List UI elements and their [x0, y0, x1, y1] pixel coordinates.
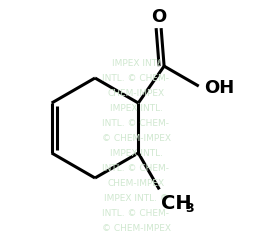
Text: IMPEX INTL.: IMPEX INTL. — [109, 104, 162, 113]
Text: INTL. © CHEM-: INTL. © CHEM- — [102, 164, 170, 173]
Text: O: O — [152, 8, 167, 26]
Text: IMPEX INTL. ©: IMPEX INTL. © — [103, 193, 168, 202]
Text: © CHEM-IMPEX: © CHEM-IMPEX — [102, 224, 171, 233]
Text: INTL. © CHEM-: INTL. © CHEM- — [102, 208, 170, 217]
Text: © CHEM-IMPEX: © CHEM-IMPEX — [102, 133, 171, 142]
Text: INTL. © CHEM-: INTL. © CHEM- — [102, 73, 170, 83]
Text: CHEM-IMPEX: CHEM-IMPEX — [108, 179, 165, 188]
Text: 3: 3 — [185, 202, 194, 215]
Text: INTL. © CHEM-: INTL. © CHEM- — [102, 119, 170, 128]
Text: IMPEX INTℓ: IMPEX INTℓ — [112, 59, 161, 68]
Text: CH: CH — [161, 194, 192, 213]
Text: IMPEX INTL.: IMPEX INTL. — [109, 148, 162, 157]
Text: CHEM-IMPEX: CHEM-IMPEX — [108, 88, 165, 97]
Text: OH: OH — [204, 79, 234, 97]
